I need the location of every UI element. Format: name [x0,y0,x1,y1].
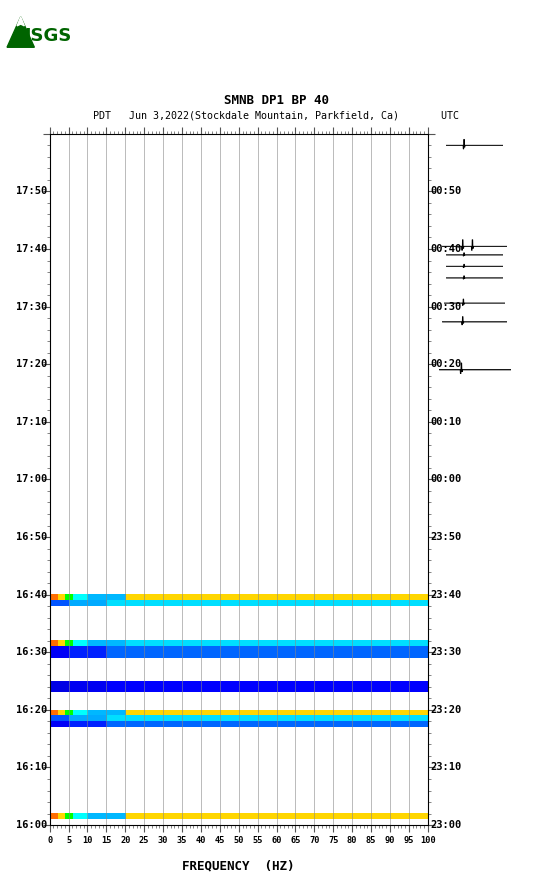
Text: 35: 35 [177,836,187,845]
Text: 23:50: 23:50 [431,532,462,542]
Text: 17:50: 17:50 [15,186,47,196]
Text: 90: 90 [385,836,395,845]
Text: 17:00: 17:00 [15,475,47,484]
Text: 60: 60 [271,836,282,845]
Text: 15: 15 [101,836,112,845]
Text: 16:00: 16:00 [15,820,47,830]
Text: 40: 40 [195,836,206,845]
Text: 16:40: 16:40 [15,590,47,599]
Text: FREQUENCY  (HZ): FREQUENCY (HZ) [183,859,295,872]
Text: USGS: USGS [17,27,72,45]
Text: 17:30: 17:30 [15,301,47,311]
Text: 10: 10 [82,836,93,845]
Text: 45: 45 [215,836,225,845]
Text: 80: 80 [347,836,358,845]
Text: 5: 5 [66,836,71,845]
Text: 23:00: 23:00 [431,820,462,830]
Text: 25: 25 [139,836,150,845]
Text: 17:10: 17:10 [15,417,47,427]
Text: 30: 30 [158,836,168,845]
Text: 55: 55 [252,836,263,845]
Text: 17:40: 17:40 [15,244,47,254]
Text: 65: 65 [290,836,301,845]
Text: 16:30: 16:30 [15,648,47,657]
Text: 00:20: 00:20 [431,359,462,369]
Text: 16:20: 16:20 [15,705,47,714]
Text: 95: 95 [404,836,414,845]
Text: 00:30: 00:30 [431,301,462,311]
Polygon shape [7,17,34,47]
Text: 23:30: 23:30 [431,648,462,657]
Text: 00:00: 00:00 [431,475,462,484]
Text: 85: 85 [366,836,376,845]
Text: PDT   Jun 3,2022(Stockdale Mountain, Parkfield, Ca)       UTC: PDT Jun 3,2022(Stockdale Mountain, Parkf… [93,111,459,121]
Text: 00:50: 00:50 [431,186,462,196]
Text: 17:20: 17:20 [15,359,47,369]
Text: 00:40: 00:40 [431,244,462,254]
Text: 70: 70 [309,836,320,845]
Text: 23:20: 23:20 [431,705,462,714]
Text: 50: 50 [233,836,244,845]
Text: 16:50: 16:50 [15,532,47,542]
Text: 00:10: 00:10 [431,417,462,427]
Text: 23:40: 23:40 [431,590,462,599]
Text: 23:10: 23:10 [431,763,462,772]
Text: 0: 0 [47,836,52,845]
Text: 20: 20 [120,836,131,845]
Text: SMNB DP1 BP 40: SMNB DP1 BP 40 [224,95,328,107]
Text: 100: 100 [420,836,436,845]
Text: 75: 75 [328,836,338,845]
Polygon shape [17,17,24,26]
Text: 16:10: 16:10 [15,763,47,772]
